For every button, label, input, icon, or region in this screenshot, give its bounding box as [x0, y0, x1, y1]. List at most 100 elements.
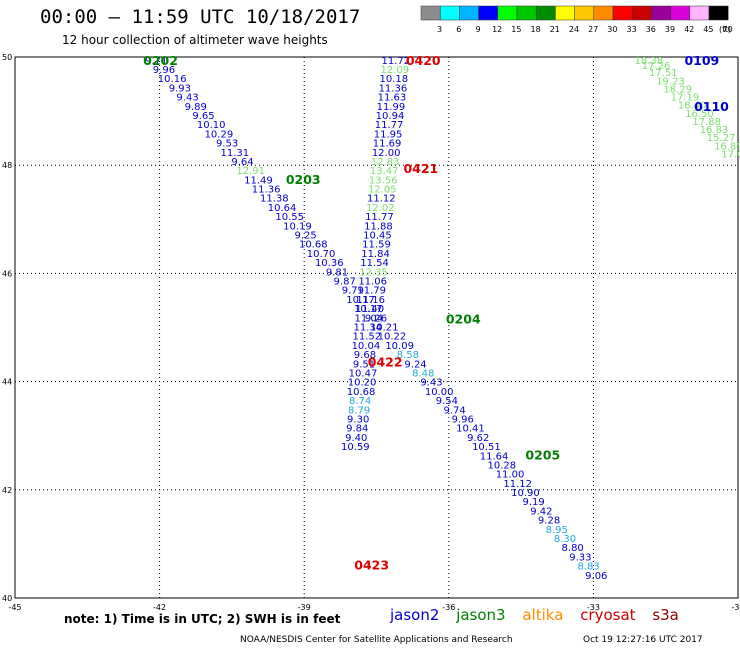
x-tick-label: -30 [731, 603, 740, 612]
swh-value: 11.77 [375, 120, 404, 131]
footer-timestamp: Oct 19 12:27:16 UTC 2017 [583, 635, 703, 645]
swh-value: 9.93 [169, 83, 191, 94]
swh-value: 9.84 [346, 424, 368, 435]
swh-value: 12.02 [366, 203, 395, 214]
swh-value: 10.22 [378, 332, 407, 343]
y-tick-label: 50 [2, 53, 12, 62]
pass-labels: 0202 0203 0204 0205 0420 0421 0422 0423 0109 0110 [143, 53, 729, 573]
swh-value: 11.36 [379, 83, 408, 94]
swh-value: 9.81 [326, 267, 348, 278]
colorbar-swatch [574, 5, 595, 21]
swh-value: 11.72 [381, 56, 410, 67]
swh-value: 9.51 [353, 359, 375, 370]
swh-value: 10.18 [380, 74, 409, 85]
colorbar-swatch [555, 5, 575, 21]
colorbar-label: 30 [607, 25, 617, 34]
swh-value: 17.26 [642, 61, 671, 72]
colorbar-swatch [593, 5, 614, 21]
swh-value: 10.17 [346, 295, 375, 306]
swh-value: 10.70 [307, 249, 336, 260]
swh-value: 11.69 [373, 139, 402, 150]
swh-value: 11.54 [360, 258, 389, 269]
colorbar-label: 15 [511, 25, 521, 34]
swh-value: 11.31 [220, 148, 249, 159]
swh-value: 16.83 [700, 125, 729, 136]
swh-value: 11.59 [362, 240, 391, 251]
swh-value: 11.38 [260, 194, 289, 205]
swh-value: 12.05 [368, 185, 397, 196]
swh-value: 8.83 [577, 562, 599, 573]
swh-value: 9.19 [522, 497, 544, 508]
swh-value: 16.50 [685, 109, 714, 120]
swh-value: 13.56 [369, 175, 398, 186]
swh-value: 8.74 [349, 396, 371, 407]
swh-value: 9.43 [176, 93, 198, 104]
footer-agency: NOAA/NESDIS Center for Satellite Applica… [240, 635, 513, 645]
swh-value: 9.42 [530, 506, 552, 517]
colorbar-label: 36 [646, 25, 656, 34]
swh-value: 10.94 [376, 111, 405, 122]
colorbar-label: 42 [684, 25, 694, 34]
swh-value: 9.71 [145, 56, 167, 67]
swh-value: 9.68 [354, 350, 376, 361]
pass-label: 0110 [694, 99, 729, 114]
colorbar-label: 27 [588, 25, 598, 34]
colorbar-label: 70 [723, 25, 733, 34]
swh-value: 19.23 [656, 76, 685, 87]
swh-value: 10.90 [511, 488, 540, 499]
swh-value: 18.40 [678, 101, 707, 112]
colorbar-label: 33 [627, 25, 637, 34]
mission-jason3: jason3 [456, 606, 506, 624]
note-text: note: 1) Time is in UTC; 2) SWH is in fe… [64, 612, 341, 626]
swh-value: 11.52 [353, 332, 382, 343]
y-tick-label: 46 [2, 269, 12, 278]
colorbar-swatch [497, 5, 518, 21]
mission-s3a: s3a [652, 606, 679, 624]
swh-value: 10.55 [275, 212, 304, 223]
swh-value: 11.88 [364, 221, 393, 232]
swh-value: 11.79 [357, 286, 386, 297]
swh-value: 10.21 [370, 323, 399, 334]
mission-jason2: jason2 [390, 606, 440, 624]
colorbar-swatch [478, 5, 499, 21]
swh-value: 9.28 [538, 516, 560, 527]
swh-value: 8.80 [562, 543, 584, 554]
pass-label: 0421 [403, 161, 438, 176]
y-tick-label: 48 [2, 161, 12, 170]
x-tick-label: -36 [442, 603, 455, 612]
pass-label: 0204 [446, 311, 481, 326]
swh-value: 12.09 [380, 65, 409, 76]
swh-value: 10.10 [197, 120, 226, 131]
colorbar-swatch [612, 5, 633, 21]
x-tick-label: -39 [298, 603, 311, 612]
swh-value: 18.38 [635, 56, 664, 67]
chart-title: 00:00 – 11:59 UTC 10/18/2017 [40, 6, 361, 28]
swh-value: 12.35 [359, 267, 388, 278]
swh-value: 9.40 [345, 433, 367, 444]
swh-value: 9.30 [347, 414, 369, 425]
swh-value: 9.89 [185, 102, 207, 113]
swh-value: 9.06 [585, 571, 607, 582]
swh-value: 12.91 [236, 166, 265, 177]
swh-value: 8.48 [412, 368, 434, 379]
pass-label: 0423 [354, 558, 389, 573]
swh-value: 9.26 [365, 313, 387, 324]
plot-frame [14, 56, 739, 599]
swh-value: 9.65 [192, 111, 214, 122]
swh-value: 9.74 [443, 405, 465, 416]
swh-value: 10.04 [352, 341, 381, 352]
axis-ticks: -45 -42 -39 -36 -33 -30 40 42 44 46 48 50 [2, 53, 740, 612]
swh-value: 9.87 [334, 277, 356, 288]
swh-value: 10.51 [472, 442, 501, 453]
swh-value: 16.89 [714, 141, 740, 152]
swh-value: 8.58 [397, 350, 419, 361]
colorbar-label: 12 [492, 25, 502, 34]
colorbar-label: 39 [665, 25, 675, 34]
swh-value: 12.83 [371, 157, 400, 168]
colorbar-swatch [516, 5, 537, 21]
mission-altika: altika [522, 606, 564, 624]
colorbar-label: 45 [703, 25, 713, 34]
swh-value: 9.54 [436, 396, 458, 407]
swh-value: 9.33 [569, 552, 591, 563]
